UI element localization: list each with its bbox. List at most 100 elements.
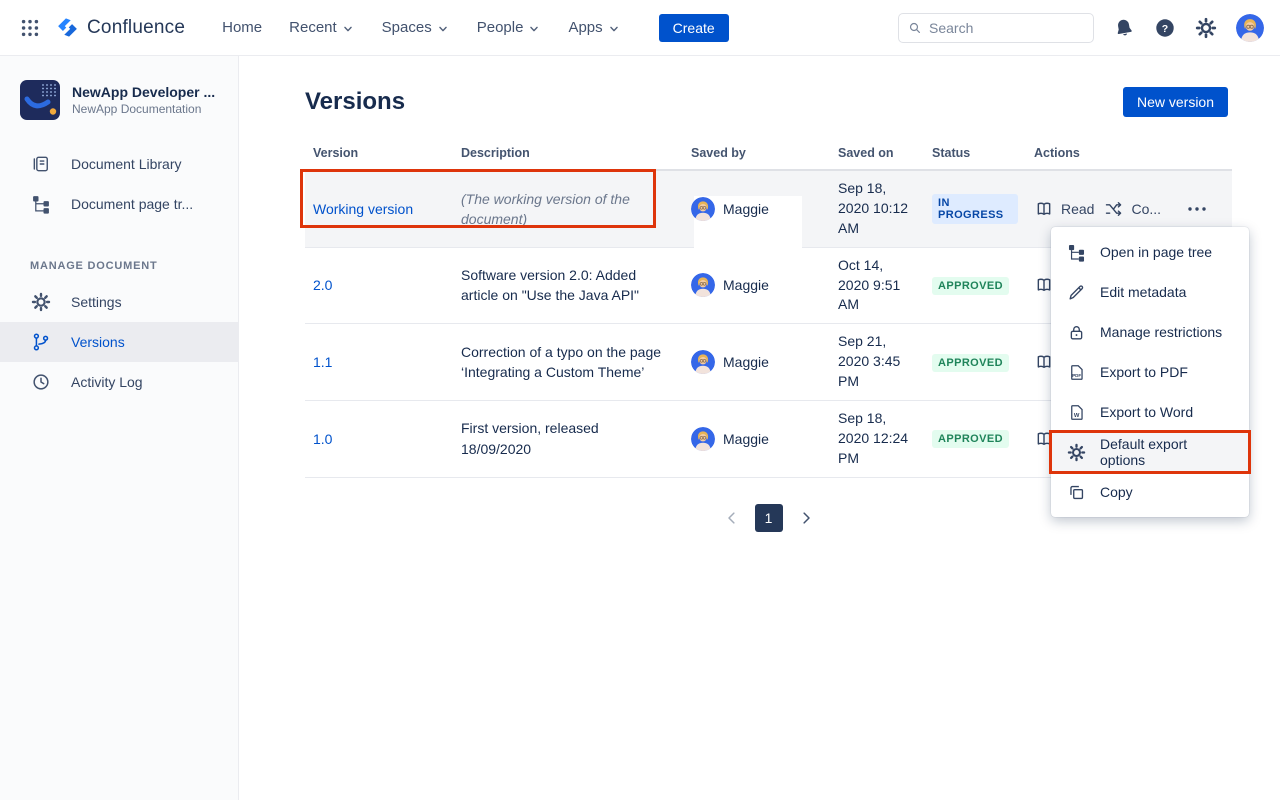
space-logo bbox=[20, 80, 60, 120]
pagination: 1 bbox=[305, 503, 1232, 532]
pencil-icon bbox=[1067, 283, 1086, 302]
menu-item-default-export-options[interactable]: Default export options bbox=[1049, 430, 1251, 474]
search-input[interactable] bbox=[929, 19, 1085, 36]
saved-on-date: Sep 21, 2020 3:45 PM bbox=[838, 333, 901, 389]
version-description: Correction of a typo on the page ‘Integr… bbox=[461, 343, 662, 381]
nav-home[interactable]: Home bbox=[222, 19, 263, 36]
compare-button[interactable]: Co... bbox=[1104, 199, 1161, 219]
help-icon[interactable] bbox=[1154, 17, 1176, 39]
menu-item-copy[interactable]: Copy bbox=[1051, 472, 1249, 512]
saved-on-date: Sep 18, 2020 10:12 AM bbox=[838, 180, 909, 236]
sidebar-section-manage-document: MANAGE DOCUMENT bbox=[30, 260, 158, 272]
page-number-button[interactable]: 1 bbox=[754, 503, 783, 532]
clock-icon bbox=[31, 372, 51, 392]
notifications-bell-icon[interactable] bbox=[1111, 15, 1136, 40]
table-row-working-version: Working version (The working version of … bbox=[305, 171, 1232, 250]
search-icon bbox=[907, 20, 923, 36]
confluence-logo[interactable]: Confluence bbox=[55, 15, 185, 40]
saved-on-date: Sep 18, 2020 12:24 PM bbox=[838, 409, 909, 466]
copy-icon bbox=[1067, 483, 1086, 502]
avatar bbox=[691, 197, 715, 221]
saved-on-date: Oct 14, 2020 9:51 AM bbox=[838, 256, 901, 313]
sidebar-item-activity-log[interactable]: Activity Log bbox=[0, 362, 238, 402]
version-description: Software version 2.0: Added article on "… bbox=[461, 267, 640, 304]
settings-gear-icon[interactable] bbox=[1195, 17, 1217, 39]
avatar bbox=[691, 350, 715, 374]
saved-by-name: Maggie bbox=[723, 354, 769, 371]
version-link[interactable]: 1.1 bbox=[313, 354, 333, 371]
sidebar-item-versions[interactable]: Versions bbox=[0, 322, 238, 362]
col-header-saved-by: Saved by bbox=[691, 146, 746, 160]
previous-page-chevron-icon[interactable] bbox=[723, 509, 741, 527]
sidebar-item-document-library[interactable]: Document Library bbox=[0, 144, 238, 184]
menu-item-label: Copy bbox=[1100, 484, 1133, 500]
app-switcher-icon[interactable] bbox=[18, 16, 42, 40]
table-row-2-0: 2.0 Software version 2.0: Added article … bbox=[305, 248, 1232, 325]
read-button[interactable]: Read bbox=[1034, 199, 1094, 219]
menu-item-export-to-word[interactable]: Export to Word bbox=[1051, 392, 1249, 432]
col-header-saved-on: Saved on bbox=[838, 146, 894, 160]
chevron-down-icon bbox=[527, 22, 541, 36]
word-document-icon bbox=[1067, 403, 1086, 422]
status-badge: APPROVED bbox=[932, 430, 1009, 449]
document-library-icon bbox=[31, 154, 51, 174]
version-link[interactable]: Working version bbox=[313, 200, 414, 217]
more-actions-menu: Open in page tree Edit metadata Manage r… bbox=[1049, 227, 1251, 517]
menu-item-label: Export to PDF bbox=[1100, 364, 1188, 380]
nav-people[interactable]: People bbox=[477, 19, 542, 36]
sidebar-item-label: Document page tr... bbox=[71, 196, 194, 212]
status-badge: IN PROGRESS bbox=[932, 193, 1018, 224]
space-header[interactable]: NewApp Developer ... NewApp Documentatio… bbox=[0, 80, 238, 120]
version-description: First version, released 18/09/2020 bbox=[461, 420, 599, 457]
page-tree-icon bbox=[1067, 243, 1086, 262]
menu-item-label: Edit metadata bbox=[1100, 284, 1187, 300]
confluence-logo-icon bbox=[55, 15, 80, 40]
page-tree-icon bbox=[31, 194, 51, 214]
sidebar-item-label: Settings bbox=[71, 294, 122, 310]
table-header-row: Version Description Saved by Saved on St… bbox=[305, 146, 1232, 171]
col-header-version: Version bbox=[313, 146, 359, 160]
more-actions-button[interactable] bbox=[1185, 197, 1209, 221]
col-header-status: Status bbox=[932, 146, 971, 160]
new-version-button[interactable]: New version bbox=[1122, 87, 1228, 117]
sidebar-item-label: Activity Log bbox=[71, 374, 143, 390]
shuffle-icon bbox=[1104, 199, 1124, 219]
brand-name: Confluence bbox=[87, 16, 186, 38]
book-icon bbox=[1034, 199, 1054, 219]
version-link[interactable]: 1.0 bbox=[313, 430, 333, 447]
gear-icon bbox=[1067, 443, 1086, 462]
sidebar-item-label: Versions bbox=[71, 334, 125, 350]
status-badge: APPROVED bbox=[932, 353, 1009, 372]
col-header-actions: Actions bbox=[1034, 146, 1080, 160]
saved-by-name: Maggie bbox=[723, 200, 769, 217]
menu-item-open-in-page-tree[interactable]: Open in page tree bbox=[1051, 232, 1249, 272]
version-description: (The working version of the document) bbox=[461, 190, 630, 227]
menu-item-export-to-pdf[interactable]: Export to PDF bbox=[1051, 352, 1249, 392]
sidebar-item-label: Document Library bbox=[71, 156, 182, 172]
page-title: Versions bbox=[305, 88, 406, 115]
nav-spaces[interactable]: Spaces bbox=[382, 19, 450, 36]
chevron-down-icon bbox=[436, 22, 450, 36]
versions-table: Version Description Saved by Saved on St… bbox=[305, 146, 1232, 478]
search-box[interactable] bbox=[898, 12, 1094, 43]
user-avatar[interactable] bbox=[1236, 14, 1264, 42]
next-page-chevron-icon[interactable] bbox=[797, 509, 815, 527]
sidebar-item-document-page-tree[interactable]: Document page tr... bbox=[0, 184, 238, 224]
nav-recent[interactable]: Recent bbox=[289, 19, 355, 36]
col-header-description: Description bbox=[461, 146, 530, 160]
menu-item-label: Manage restrictions bbox=[1100, 324, 1223, 340]
chevron-down-icon bbox=[341, 22, 355, 36]
menu-item-edit-metadata[interactable]: Edit metadata bbox=[1051, 272, 1249, 312]
create-button[interactable]: Create bbox=[658, 13, 729, 42]
menu-item-label: Open in page tree bbox=[1100, 244, 1213, 260]
nav-apps[interactable]: Apps bbox=[568, 19, 620, 36]
space-title: NewApp Developer ... bbox=[72, 84, 216, 100]
version-link[interactable]: 2.0 bbox=[313, 277, 333, 294]
gear-icon bbox=[31, 292, 51, 312]
sidebar-item-settings[interactable]: Settings bbox=[0, 282, 238, 322]
branch-icon bbox=[31, 332, 51, 352]
saved-by-name: Maggie bbox=[723, 277, 769, 294]
menu-item-manage-restrictions[interactable]: Manage restrictions bbox=[1051, 312, 1249, 352]
lock-icon bbox=[1067, 323, 1086, 342]
menu-item-label: Default export options bbox=[1100, 436, 1188, 468]
